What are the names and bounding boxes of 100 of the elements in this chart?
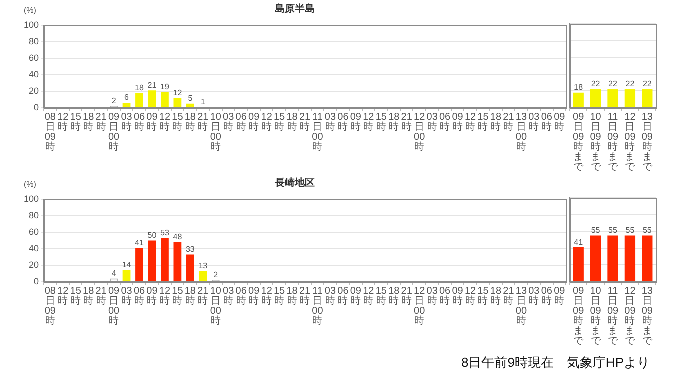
data-label: 6 (124, 93, 130, 102)
bar (186, 104, 194, 108)
x-tick-label: 18時 (184, 286, 196, 307)
x-tick-label: 12日09時まで (624, 112, 636, 173)
bar (161, 92, 169, 108)
x-tick-label: 08日09時 (44, 286, 56, 327)
data-label: 22 (626, 80, 636, 89)
y-tick-label: 20 (29, 86, 40, 96)
data-label: 55 (591, 226, 601, 236)
bar (186, 254, 194, 282)
bar (199, 271, 208, 282)
x-tick-label: 18時 (83, 286, 95, 307)
data-label: 13 (198, 261, 208, 270)
y-tick-label: 0 (34, 276, 40, 286)
data-label: 12 (173, 88, 183, 98)
x-tick-label: 06時 (134, 286, 146, 307)
x-tick-label: 13日00時 (516, 112, 528, 153)
x-tick-label: 21時 (299, 286, 312, 307)
x-tick-label: 09時 (146, 286, 158, 307)
x-tick-label: 12時 (261, 112, 273, 133)
x-tick-label: 11日09時まで (607, 286, 619, 347)
x-tick-label: 12時 (159, 286, 171, 307)
x-tick-label: 21時 (96, 286, 108, 307)
data-label: 22 (642, 80, 652, 89)
x-tick-label: 03時 (121, 112, 133, 133)
x-tick-label: 21時 (198, 112, 210, 133)
x-tick-label: 09時 (452, 112, 464, 133)
x-tick-label: 09時 (248, 112, 260, 133)
x-tick-label: 12時 (464, 286, 477, 307)
data-label: 48 (173, 232, 183, 242)
bar (122, 270, 131, 282)
x-tick-label: 21時 (299, 112, 312, 133)
data-label: 55 (626, 226, 636, 236)
x-tick-label: 15時 (478, 112, 490, 133)
x-tick-label: 13日09時まで (642, 286, 654, 347)
x-tick-label: 03時 (223, 286, 235, 307)
x-tick-label: 21時 (503, 286, 515, 307)
x-tick-label: 03時 (426, 112, 438, 133)
x-tick-label: 18時 (83, 112, 95, 133)
y-tick-label: 100 (24, 194, 40, 204)
data-label: 14 (122, 260, 132, 270)
x-tick-label: 15時 (376, 286, 388, 307)
x-tick-label: 06時 (541, 286, 553, 307)
y-axis-title: (%) (24, 6, 36, 15)
y-tick-label: 80 (29, 210, 40, 220)
x-tick-label: 03時 (121, 286, 133, 307)
text: 8日午前9時現在 気象庁HPより (461, 355, 650, 370)
x-tick-label: 21時 (198, 286, 210, 307)
x-tick-label: 08日09時 (44, 112, 56, 153)
data-label: 1 (200, 97, 206, 106)
y-tick-label: 80 (29, 36, 40, 46)
y-tick-label: 0 (34, 102, 40, 112)
x-tick-label: 11日09時まで (607, 112, 619, 173)
x-tick-label: 12時 (464, 112, 477, 133)
x-tick-label: 09日09時まで (573, 286, 585, 347)
y-tick-label: 20 (29, 260, 40, 270)
data-label: 18 (135, 83, 144, 92)
x-tick-label: 13日09時まで (642, 112, 654, 173)
x-tick-label: 18時 (490, 286, 502, 307)
x-tick-label: 21時 (96, 112, 108, 133)
x-tick-label: 12時 (363, 112, 375, 133)
x-tick-label: 12時 (58, 112, 70, 133)
bar (136, 93, 144, 108)
x-tick-label: 15時 (172, 112, 184, 133)
x-tick-label: 15時 (478, 286, 490, 307)
x-tick-label: 15時 (70, 286, 82, 307)
data-label: 50 (148, 230, 158, 240)
data-label: 5 (188, 94, 194, 104)
data-label: 2 (214, 270, 219, 280)
x-tick-label: 09時 (350, 112, 362, 133)
x-tick-label: 12時 (58, 286, 70, 307)
y-tick-label: 60 (29, 52, 40, 63)
x-tick-label: 03時 (324, 286, 336, 307)
x-tick-label: 18時 (286, 286, 298, 307)
x-tick-label: 03時 (426, 286, 438, 307)
x-tick-label: 06時 (439, 112, 452, 133)
x-tick-label: 21時 (503, 112, 515, 133)
chart-title: 長崎地区 (275, 178, 315, 189)
x-tick-label: 12時 (261, 286, 273, 307)
y-axis-title: (%) (24, 180, 36, 189)
data-label: 4 (112, 268, 117, 278)
x-tick-label: 09時 (554, 112, 566, 133)
x-tick-label: 09日09時まで (573, 112, 585, 173)
x-tick-label: 06時 (439, 286, 452, 307)
x-tick-label: 18時 (286, 112, 298, 133)
x-tick-label: 12時 (159, 112, 171, 133)
data-label: 22 (608, 80, 618, 89)
data-label: 21 (148, 80, 158, 90)
data-label: 55 (608, 226, 618, 236)
x-tick-label: 21時 (401, 112, 413, 133)
bar (148, 90, 156, 108)
x-tick-label: 03時 (528, 286, 540, 307)
data-label: 18 (574, 83, 584, 92)
data-label: 19 (160, 82, 170, 92)
x-tick-label: 15時 (274, 112, 286, 133)
x-tick-label: 13日00時 (516, 286, 528, 327)
x-tick-label: 10日09時まで (590, 112, 602, 173)
x-tick-label: 15時 (274, 286, 286, 307)
x-tick-label: 09時 (350, 286, 362, 307)
x-tick-label: 21時 (401, 286, 413, 307)
